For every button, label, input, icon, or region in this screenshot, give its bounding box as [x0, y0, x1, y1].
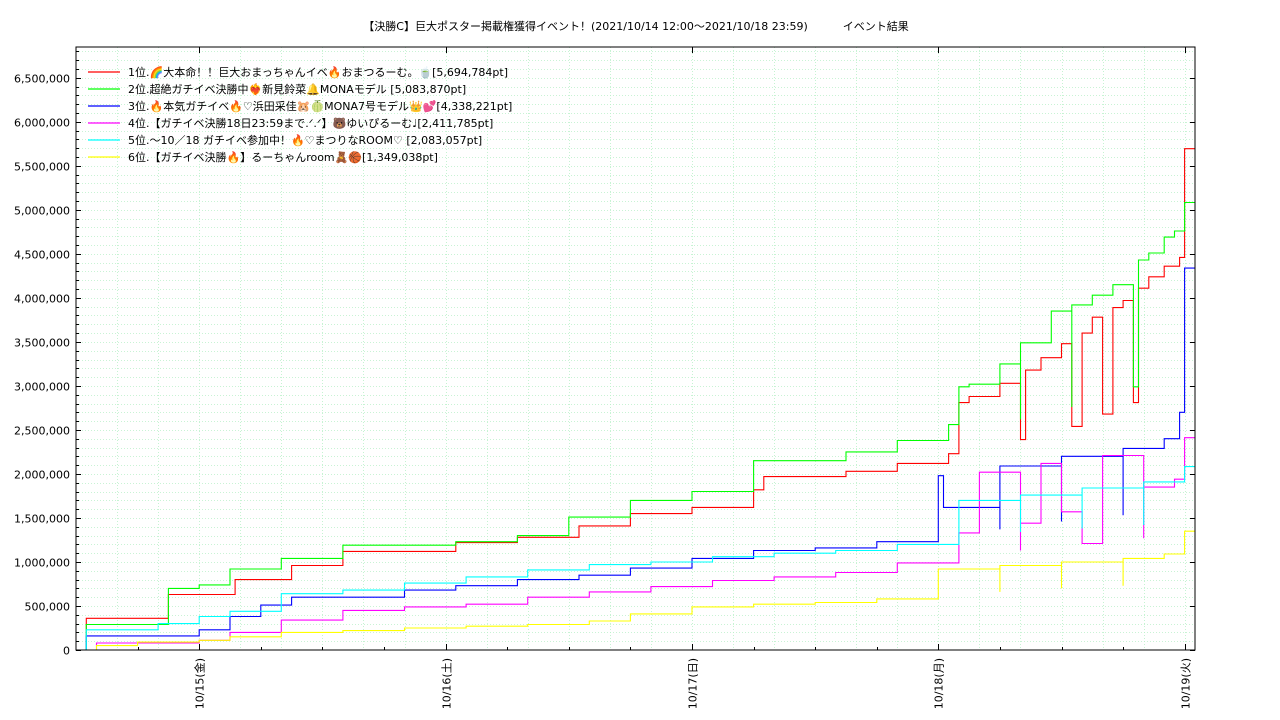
- legend-entry: 1位.🌈大本命！！巨大おまっちゃんイベ🔥おまつるーむ。🍵[5,694,784pt…: [128, 65, 508, 79]
- series-lines: [76, 148, 1195, 651]
- y-tick-label: 6,500,000: [14, 73, 70, 86]
- chart-title: 【決勝C】巨大ポスター掲載権獲得イベント！(2021/10/14 12:00〜2…: [363, 20, 909, 33]
- y-tick-label: 3,000,000: [14, 381, 70, 394]
- series-line-4: [76, 437, 1195, 651]
- legend-entry: 2位.超絶ガチイベ決勝中❤️‍🔥新見鈴菜🔔MONAモデル [5,083,870p…: [128, 82, 466, 96]
- y-tick-label: 500,000: [25, 601, 71, 614]
- x-tick-label: 10/18(月): [933, 658, 946, 709]
- legend-entry: 6位.【ガチイベ決勝🔥】るーちゃんroom🧸🏀[1,349,038pt]: [128, 150, 438, 165]
- y-tick-label: 4,500,000: [14, 249, 70, 262]
- legend-entry: 3位.🔥本気ガチイベ🔥♡浜田采佳🐹🍈MONA7号モデル👑💕[4,338,221p…: [128, 99, 512, 113]
- series-line-3: [76, 267, 1195, 651]
- y-tick-label: 1,500,000: [14, 513, 70, 526]
- x-tick-label: 10/15(金): [193, 658, 207, 709]
- legend-entry: 4位.【ガチイベ決勝18日23:59まで.ᐟ.ᐟ】🐻ゆいぴるーむ♩[2,411,…: [128, 116, 493, 130]
- x-tick-label: 10/17(日): [687, 658, 700, 709]
- y-tick-label: 2,000,000: [14, 469, 70, 482]
- series-line-6: [76, 530, 1195, 651]
- axes: 0 500,000 1,000,000 1,500,000 2,000,000 2,500…: [14, 47, 1195, 709]
- y-tick-label: 2,500,000: [14, 425, 70, 438]
- series-line-1: [76, 148, 1195, 651]
- x-tick-label: 10/16(土): [441, 658, 454, 709]
- y-tick-label: 1,000,000: [14, 557, 70, 570]
- y-tick-label: 5,500,000: [14, 161, 70, 174]
- legend: 1位.🌈大本命！！巨大おまっちゃんイベ🔥おまつるーむ。🍵[5,694,784pt…: [88, 65, 512, 165]
- plot-frame: [75, 46, 1196, 651]
- y-tick-label: 5,000,000: [14, 205, 70, 218]
- legend-entry: 5位.〜10／18 ガチイベ参加中！🔥♡まつりなROOM♡ [2,083,057…: [128, 133, 482, 147]
- y-tick-label: 4,000,000: [14, 293, 70, 306]
- x-tick-label: 10/19(火): [1180, 658, 1193, 709]
- series-line-2: [76, 201, 1195, 651]
- y-tick-label: 0: [63, 645, 70, 658]
- grid: [76, 47, 1195, 650]
- series-line-5: [76, 466, 1195, 651]
- y-tick-label: 3,500,000: [14, 337, 70, 350]
- y-tick-label: 6,000,000: [14, 117, 70, 130]
